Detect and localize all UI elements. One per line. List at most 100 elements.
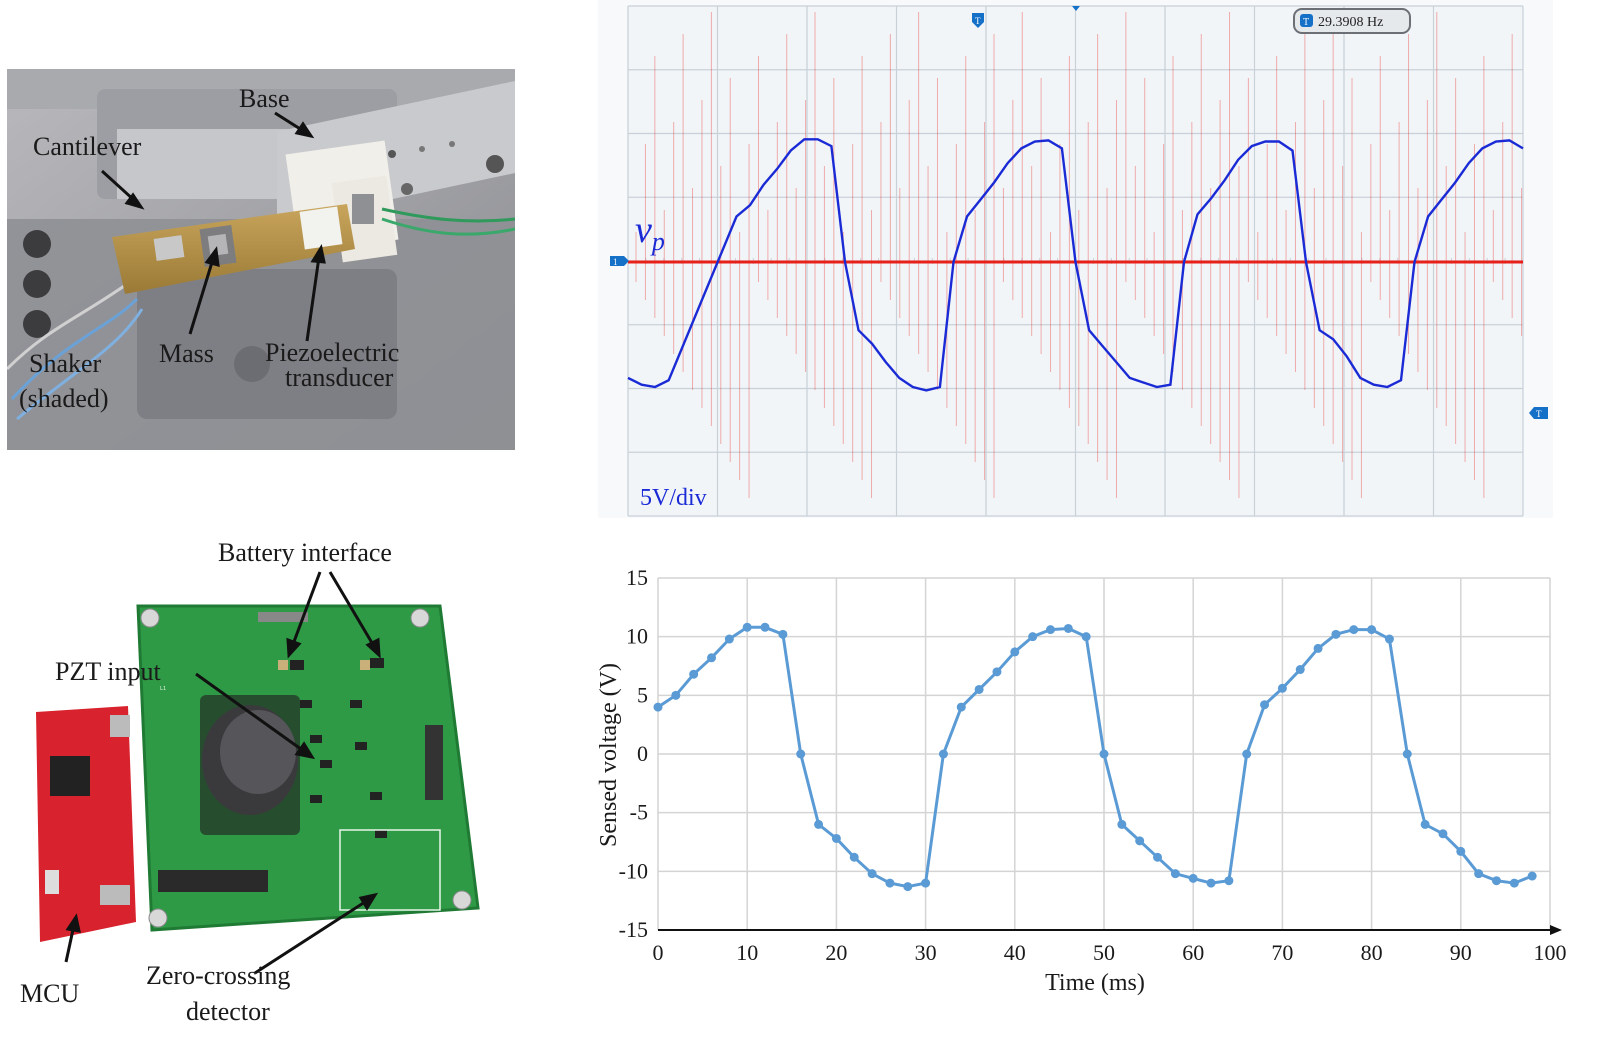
data-point	[1170, 869, 1180, 879]
y-tick-label: -10	[619, 858, 648, 883]
data-point	[867, 869, 877, 879]
data-point	[1260, 700, 1270, 710]
x-tick-label: 10	[736, 940, 758, 965]
label-mass: Mass	[159, 339, 214, 368]
pcb-photo: L1 Battery interface PZT input MCU Zero-…	[0, 530, 520, 1055]
x-tick-label: 0	[653, 940, 664, 965]
data-point	[1295, 665, 1305, 675]
label-zero-crossing: Zero-crossing	[146, 961, 290, 990]
x-tick-label: 100	[1534, 940, 1567, 965]
data-point	[921, 878, 931, 888]
data-point	[1367, 625, 1377, 635]
x-axis-arrow	[1550, 925, 1562, 935]
y-tick-label: 5	[637, 682, 648, 707]
chart-axes	[658, 925, 1562, 935]
data-point	[1135, 836, 1145, 846]
oscilloscope-screen: T 29.3908 Hz T 1 T vp 5V/div	[598, 0, 1553, 518]
trigger-badge-icon	[1300, 14, 1313, 27]
data-point	[938, 749, 948, 759]
data-point	[1188, 873, 1198, 883]
data-point	[1153, 852, 1163, 862]
data-point	[1242, 749, 1252, 759]
y-tick-label: -15	[619, 917, 648, 942]
data-point	[1420, 819, 1430, 829]
data-point	[1491, 876, 1501, 886]
y-tick-label: 15	[626, 565, 648, 590]
data-point	[689, 669, 699, 679]
label-shaker-shaded: (shaded)	[19, 384, 109, 413]
label-shaker: Shaker	[29, 349, 102, 378]
chart-y-ticks: 15 10 5 0 -5 -10 -15	[619, 565, 648, 942]
chart-grid	[657, 577, 1551, 931]
data-point	[956, 702, 966, 712]
data-point	[903, 882, 913, 892]
data-point	[1509, 878, 1519, 888]
chart-x-ticks: 0 10 20 30 40 50 60 70 80 90 100	[653, 940, 1567, 965]
x-tick-label: 40	[1004, 940, 1026, 965]
y-tick-label: 0	[637, 741, 648, 766]
data-point	[849, 852, 859, 862]
data-point	[1063, 623, 1073, 633]
signal-label-vp: vp	[635, 209, 665, 256]
data-point	[885, 878, 895, 888]
cantilever-setup-illustration: Base Cantilever Shaker (shaded) Mass Pie…	[5, 69, 516, 450]
label-mcu: MCU	[20, 979, 79, 1008]
label-base: Base	[239, 84, 290, 113]
data-point	[1099, 749, 1109, 759]
data-point	[724, 634, 734, 644]
x-tick-label: 90	[1450, 940, 1472, 965]
data-point	[760, 622, 770, 632]
data-point	[671, 690, 681, 700]
data-point	[992, 667, 1002, 677]
scale-label: 5V/div	[640, 485, 707, 511]
trigger-position-marker-icon	[972, 13, 984, 28]
frequency-readout-box	[1293, 8, 1411, 34]
data-point	[1224, 876, 1234, 886]
data-point	[742, 622, 752, 632]
data-point	[1277, 683, 1287, 693]
data-point	[1206, 878, 1216, 888]
x-tick-label: 70	[1271, 940, 1293, 965]
y-tick-label: -5	[630, 800, 648, 825]
x-tick-label: 80	[1361, 940, 1383, 965]
label-detector: detector	[186, 997, 270, 1026]
label-cantilever: Cantilever	[33, 132, 142, 161]
data-point	[1313, 643, 1323, 653]
data-point	[1527, 871, 1537, 881]
sensed-voltage-chart: 15 10 5 0 -5 -10 -15 0 10 20 30 40 50 60 70 80 90 100 Ti…	[590, 560, 1580, 1010]
data-point	[1331, 629, 1341, 639]
data-point	[1384, 634, 1394, 644]
x-axis-label: Time (ms)	[1045, 970, 1145, 996]
data-point	[831, 833, 841, 843]
x-tick-label: 20	[825, 940, 847, 965]
data-point	[1474, 869, 1484, 879]
center-marker-icon	[1072, 6, 1080, 11]
pcb-illustration: L1 Battery interface PZT input MCU Zero-…	[20, 538, 480, 1026]
data-point	[1045, 625, 1055, 635]
x-tick-label: 50	[1093, 940, 1115, 965]
svg-text:L1: L1	[160, 686, 166, 692]
label-battery-interface: Battery interface	[218, 538, 392, 567]
label-pzt-input: PZT input	[55, 657, 161, 686]
trigger-badge-letter: T	[1303, 17, 1309, 28]
data-point	[1081, 632, 1091, 642]
trigger-level-marker-icon	[1529, 407, 1548, 419]
trigger-level-letter: T	[1536, 409, 1542, 419]
y-tick-label: 10	[626, 624, 648, 649]
y-axis-label: Sensed voltage (V)	[596, 663, 622, 847]
data-point	[1402, 749, 1412, 759]
data-point	[796, 749, 806, 759]
data-point	[974, 684, 984, 694]
x-tick-label: 60	[1182, 940, 1204, 965]
data-point	[814, 819, 824, 829]
data-point	[653, 702, 663, 712]
scope-trace-blue	[627, 138, 1524, 392]
label-piezoelectric: Piezoelectric	[265, 338, 399, 367]
channel-1-marker-icon	[610, 256, 629, 266]
data-point	[778, 629, 788, 639]
label-transducer: transducer	[285, 363, 394, 392]
series-points	[653, 622, 1537, 892]
trigger-position-letter: T	[975, 16, 981, 26]
series-line	[657, 625, 1533, 889]
